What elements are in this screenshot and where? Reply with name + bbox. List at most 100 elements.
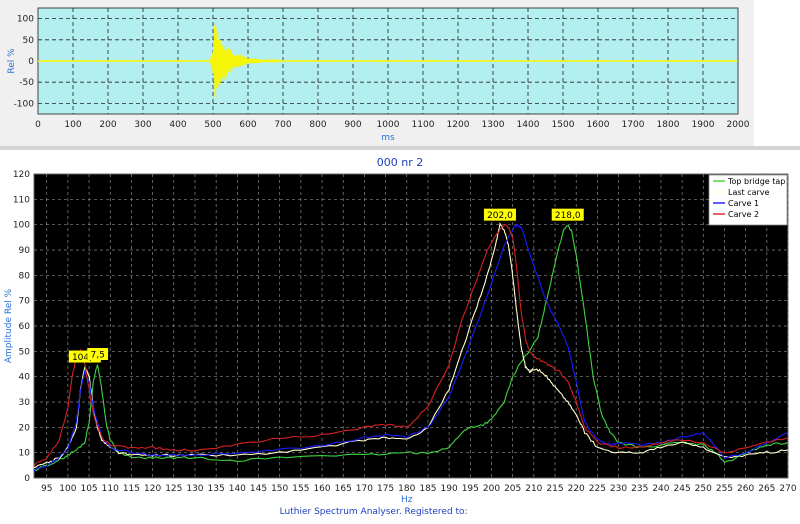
peak-label: 104,0 <box>72 353 98 363</box>
time-x-tick-label: 1200 <box>447 120 470 130</box>
time-x-tick-label: 1800 <box>657 120 680 130</box>
time-x-tick-label: 1600 <box>587 120 610 130</box>
spectrum-y-tick-label: 120 <box>13 170 30 180</box>
spectrum-x-tick-label: 120 <box>144 484 161 494</box>
time-domain-chart: -100 -50 0 50 100 0 100 200 300 400 500 600 700 800 9… <box>7 7 750 143</box>
spectrum-x-tick-label: 135 <box>208 484 225 494</box>
time-x-tick-label: 1900 <box>692 120 715 130</box>
time-y-axis-label: Rel % <box>7 48 17 74</box>
spectrum-x-tick-label: 250 <box>695 484 712 494</box>
spectrum-x-tick-label: 265 <box>758 484 775 494</box>
peak-annotation: 218,0 <box>551 208 584 221</box>
time-x-tick-label: 1500 <box>552 120 575 130</box>
peak-label-box <box>483 208 516 221</box>
footer-text: Luthier Spectrum Analyser. Registered to… <box>280 507 468 517</box>
time-x-tick-label: 100 <box>64 120 81 130</box>
legend-box <box>708 174 788 226</box>
spectrum-x-tick-label: 240 <box>652 484 669 494</box>
spectrum-x-ticks: 95 100 105 110 115 120 125 130 135 140 145 150 155 16… <box>41 484 797 494</box>
spectrum-x-tick-label: 200 <box>483 484 500 494</box>
peak-annotation: 202,0 <box>483 208 516 221</box>
time-signal-line <box>37 22 739 98</box>
spectrum-x-tick-label: 130 <box>186 484 203 494</box>
spectrum-x-tick-label: 205 <box>504 484 521 494</box>
spectrum-x-tick-label: 95 <box>41 484 52 494</box>
spectrum-x-tick-label: 115 <box>123 484 140 494</box>
spectrum-x-tick-label: 105 <box>80 484 97 494</box>
spectrum-y-tick-label: 10 <box>19 449 31 459</box>
peak-label: 218,0 <box>555 211 581 221</box>
time-x-tick-label: 1100 <box>412 120 435 130</box>
series-line <box>33 223 789 472</box>
chart-title: 000 nr 2 <box>377 156 423 169</box>
spectrum-plot-area <box>33 173 789 479</box>
panel-splitter[interactable] <box>0 146 800 150</box>
spectrum-x-tick-label: 210 <box>525 484 542 494</box>
spectrum-y-tick-label: 30 <box>19 398 31 408</box>
time-x-tick-label: 900 <box>344 120 361 130</box>
peak-label-box <box>87 348 109 360</box>
peak-annotations: 104,07,5 202,0 218,0 <box>68 208 584 363</box>
spectrum-x-tick-label: 220 <box>568 484 585 494</box>
time-x-tick-label: 1400 <box>517 120 540 130</box>
spectrum-grid <box>33 173 789 479</box>
spectrum-x-axis-label: Hz <box>401 495 413 505</box>
time-signal <box>37 22 739 98</box>
time-x-tick-label: 200 <box>99 120 116 130</box>
peak-label: 202,0 <box>487 211 513 221</box>
peak-label: 7,5 <box>90 351 104 361</box>
time-x-tick-label: 600 <box>239 120 256 130</box>
spectrum-y-tick-label: 20 <box>19 423 31 433</box>
spectrum-y-tick-label: 0 <box>24 474 30 484</box>
spectrum-x-tick-label: 155 <box>292 484 309 494</box>
series-line <box>33 223 789 467</box>
peak-label-box <box>551 208 584 221</box>
time-x-tick-label: 0 <box>35 120 41 130</box>
time-x-ticks: 0 100 200 300 400 500 600 700 800 900 1000 1100 1200… <box>35 120 750 130</box>
time-x-tick-label: 1300 <box>482 120 505 130</box>
time-x-tick-label: 2000 <box>727 120 750 130</box>
time-y-tick-label: 0 <box>28 57 34 67</box>
spectrum-x-tick-label: 145 <box>250 484 267 494</box>
legend: Top bridge tap Last carve Carve 1 Carve 2 <box>708 174 788 226</box>
spectrum-x-tick-label: 185 <box>419 484 436 494</box>
spectrum-y-tick-label: 40 <box>19 373 31 383</box>
spectrum-x-tick-label: 125 <box>165 484 182 494</box>
peak-annotation: 7,5 <box>87 348 109 361</box>
spectrum-x-tick-label: 100 <box>59 484 76 494</box>
time-y-tick-label: -100 <box>14 99 35 109</box>
spectrum-panel: 000 nr 2 104,0 7,5 202,0 218,0 Top bridge t… <box>0 150 800 524</box>
spectrum-x-tick-label: 215 <box>546 484 563 494</box>
legend-entry: Carve 1 <box>728 199 759 208</box>
spectrum-x-tick-label: 225 <box>589 484 606 494</box>
spectrum-x-tick-label: 245 <box>674 484 691 494</box>
spectrum-y-ticks: 0 10 20 30 40 50 60 70 80 90 100 110 120 <box>13 170 30 484</box>
spectrum-x-tick-label: 255 <box>716 484 733 494</box>
time-x-axis-label: ms <box>381 133 395 143</box>
spectrum-x-tick-label: 230 <box>610 484 627 494</box>
time-y-tick-label: 100 <box>17 15 34 25</box>
spectrum-x-tick-label: 165 <box>335 484 352 494</box>
spectrum-x-tick-label: 140 <box>229 484 246 494</box>
spectrum-series <box>33 222 789 472</box>
time-y-ticks: -100 -50 0 50 100 <box>14 15 35 110</box>
spectrum-x-tick-label: 260 <box>737 484 754 494</box>
time-x-tick-label: 1000 <box>377 120 400 130</box>
legend-entry: Carve 2 <box>728 210 759 219</box>
spectrum-y-tick-label: 50 <box>19 347 31 357</box>
spectrum-y-tick-label: 100 <box>13 221 30 231</box>
legend-entry: Last carve <box>728 188 770 197</box>
time-x-tick-label: 400 <box>169 120 186 130</box>
legend-entry: Top bridge tap <box>727 177 785 186</box>
spectrum-x-tick-label: 235 <box>631 484 648 494</box>
spectrum-y-tick-label: 80 <box>19 271 31 281</box>
spectrum-x-tick-label: 150 <box>271 484 288 494</box>
time-x-tick-label: 500 <box>204 120 221 130</box>
spectrum-x-tick-label: 195 <box>462 484 479 494</box>
spectrum-chart: 000 nr 2 104,07,5 202,0 218,0 Top bridge t… <box>4 156 797 517</box>
spectrum-y-tick-label: 70 <box>19 297 31 307</box>
time-domain-panel: -100 -50 0 50 100 0 100 200 300 400 500 600 700 800 9… <box>0 0 754 146</box>
spectrum-y-tick-label: 90 <box>19 246 31 256</box>
spectrum-x-tick-label: 190 <box>441 484 458 494</box>
time-x-tick-label: 700 <box>274 120 291 130</box>
